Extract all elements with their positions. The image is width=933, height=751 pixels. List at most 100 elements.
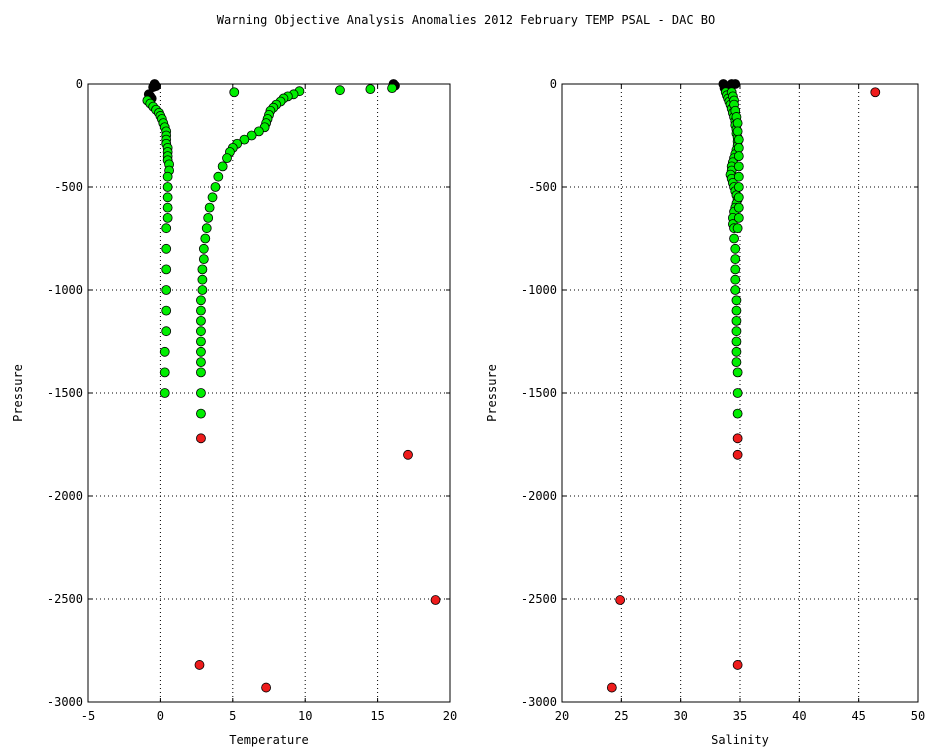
temperature-data-point bbox=[198, 243, 209, 254]
salinity-xtick-label: 20 bbox=[555, 709, 569, 723]
temperature-data-point bbox=[196, 388, 206, 398]
salinity-xtick-label: 30 bbox=[673, 709, 687, 723]
temperature-data-point bbox=[197, 274, 208, 285]
temperature-ytick-label: -500 bbox=[54, 180, 83, 194]
temperature-axes-frame bbox=[87, 83, 451, 703]
salinity-ytick-label: -1500 bbox=[521, 386, 557, 400]
salinity-data-point bbox=[732, 223, 743, 234]
salinity-data-point bbox=[732, 449, 743, 460]
salinity-xtick-label: 35 bbox=[733, 709, 747, 723]
salinity-data-point bbox=[733, 182, 744, 192]
salinity-axes-frame bbox=[561, 83, 919, 703]
temperature-xtick-label: 20 bbox=[443, 709, 457, 723]
temperature-data-point bbox=[159, 367, 170, 378]
temperature-data-point bbox=[196, 367, 206, 378]
salinity-data-point bbox=[731, 326, 742, 337]
temperature-data-point bbox=[239, 134, 250, 145]
temperature-data-point bbox=[161, 326, 172, 337]
salinity-data-point bbox=[733, 202, 744, 213]
salinity-data-point bbox=[606, 682, 617, 693]
salinity-data-point bbox=[733, 134, 744, 145]
temperature-data-point bbox=[196, 336, 206, 347]
salinity-xtick-label: 40 bbox=[792, 709, 806, 723]
salinity-data-point bbox=[732, 433, 743, 444]
temperature-data-point bbox=[161, 285, 172, 295]
salinity-ylabel: Pressure bbox=[485, 364, 499, 422]
salinity-ytick-label: -2000 bbox=[521, 489, 557, 503]
temperature-data-point bbox=[162, 182, 173, 192]
temperature-data-point bbox=[430, 595, 441, 605]
temperature-ytick-label: -2000 bbox=[47, 489, 83, 503]
temperature-data-point bbox=[148, 82, 159, 92]
temperature-data-point bbox=[203, 212, 214, 223]
temperature-data-point bbox=[222, 153, 232, 164]
salinity-data-point bbox=[615, 595, 626, 605]
temperature-data-point bbox=[387, 83, 397, 94]
salinity-data-point bbox=[732, 118, 743, 129]
temperature-data-point bbox=[403, 449, 413, 460]
salinity-data-point bbox=[730, 285, 741, 295]
temperature-data-point bbox=[162, 202, 173, 213]
temperature-data-point bbox=[197, 264, 208, 275]
temperature-data-point bbox=[335, 85, 345, 96]
temperature-data-point bbox=[217, 161, 228, 172]
temperature-xtick-label: -5 bbox=[81, 709, 95, 723]
temperature-data-point bbox=[159, 346, 170, 357]
temperature-data-point bbox=[162, 171, 173, 182]
temperature-data-point bbox=[261, 682, 272, 693]
temperature-data-point bbox=[196, 357, 206, 368]
temperature-data-point bbox=[161, 305, 172, 316]
temperature-xtick-label: 15 bbox=[370, 709, 384, 723]
salinity-ytick-label: -1000 bbox=[521, 283, 557, 297]
temperature-data-point bbox=[246, 130, 257, 141]
salinity-data-point bbox=[730, 254, 741, 265]
salinity-data-point bbox=[732, 367, 743, 378]
salinity-xtick-label: 45 bbox=[851, 709, 865, 723]
salinity-data-point bbox=[733, 171, 744, 182]
temperature-data-point bbox=[204, 202, 215, 213]
salinity-xlabel: Salinity bbox=[711, 733, 769, 747]
temperature-data-point bbox=[196, 295, 206, 306]
temperature-ytick-label: -1500 bbox=[47, 386, 83, 400]
temperature-ylabel: Pressure bbox=[11, 364, 25, 422]
temperature-data-point bbox=[162, 192, 173, 203]
temperature-data-point bbox=[196, 315, 206, 326]
salinity-data-point bbox=[732, 660, 743, 670]
salinity-ytick-label: 0 bbox=[550, 77, 557, 91]
temperature-data-point bbox=[162, 212, 173, 223]
figure-title: Warning Objective Analysis Anomalies 201… bbox=[217, 13, 716, 27]
temperature-data-point bbox=[365, 84, 376, 95]
temperature-data-point bbox=[198, 254, 209, 265]
temperature-ytick-label: 0 bbox=[76, 77, 83, 91]
temperature-data-point bbox=[197, 285, 208, 295]
salinity-data-point bbox=[730, 243, 741, 254]
salinity-data-point bbox=[732, 388, 743, 398]
salinity-plot: 20 25 30 35 40 45 50 0 -500 -1000 -1500 -2000 -2500 -… bbox=[485, 77, 925, 747]
temperature-data-point bbox=[253, 126, 264, 137]
salinity-data-point bbox=[731, 336, 742, 347]
temperature-plot: -5 0 5 10 15 20 0 -500 -1000 -1500 -2000 -2500 -3000… bbox=[11, 77, 457, 747]
salinity-xtick-label: 50 bbox=[911, 709, 925, 723]
temperature-data-point bbox=[207, 192, 218, 203]
temperature-ytick-label: -1000 bbox=[47, 283, 83, 297]
temperature-data-point bbox=[196, 305, 206, 316]
salinity-data-point bbox=[733, 192, 744, 203]
temperature-data-point bbox=[200, 233, 211, 244]
temperature-data-point bbox=[196, 433, 206, 444]
temperature-data-point bbox=[194, 660, 205, 670]
salinity-data-point bbox=[730, 274, 741, 285]
salinity-data-point bbox=[870, 87, 881, 98]
temperature-data-point bbox=[161, 243, 172, 254]
salinity-data-point bbox=[733, 212, 744, 223]
salinity-data-point bbox=[731, 346, 742, 357]
temperature-xlabel: Temperature bbox=[229, 733, 308, 747]
salinity-ytick-label: -2500 bbox=[521, 592, 557, 606]
temperature-data-point bbox=[159, 388, 170, 398]
salinity-data-point bbox=[733, 161, 744, 172]
salinity-data-point bbox=[729, 233, 739, 244]
salinity-ytick-label: -500 bbox=[528, 180, 557, 194]
temperature-data-point bbox=[196, 326, 206, 337]
temperature-data-point bbox=[201, 223, 212, 234]
temperature-xtick-label: 0 bbox=[157, 709, 164, 723]
